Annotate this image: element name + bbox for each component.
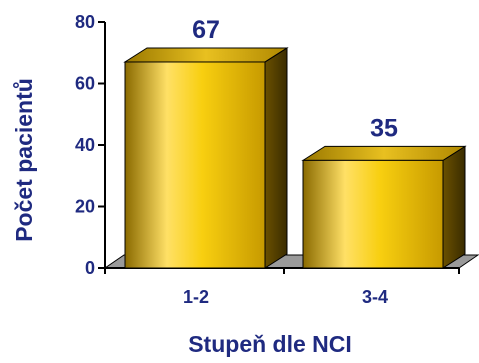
bar-1-2: [123, 47, 289, 269]
y-tick-label: 60: [75, 74, 95, 94]
bar-side-face: [264, 47, 288, 269]
y-tick-label: 0: [85, 258, 95, 278]
y-tick-label: 40: [75, 135, 95, 155]
bar-front-face: [302, 159, 444, 269]
bar-3-4: [301, 145, 467, 269]
x-category-label: 3-4: [362, 287, 388, 307]
bar-value-label: 35: [370, 114, 398, 142]
bar-side-face: [442, 145, 466, 269]
bar-top-face: [123, 47, 289, 63]
bar-top-face: [301, 145, 467, 161]
y-tick-label: 20: [75, 197, 95, 217]
y-axis-label: Počet pacientů: [11, 78, 37, 242]
x-axis-label: Stupeň dle NCI: [188, 331, 352, 357]
x-category-label: 1-2: [183, 287, 209, 307]
y-tick-label: 80: [75, 12, 95, 32]
bar-value-label: 67: [192, 16, 220, 44]
bar-front-face: [124, 61, 266, 269]
